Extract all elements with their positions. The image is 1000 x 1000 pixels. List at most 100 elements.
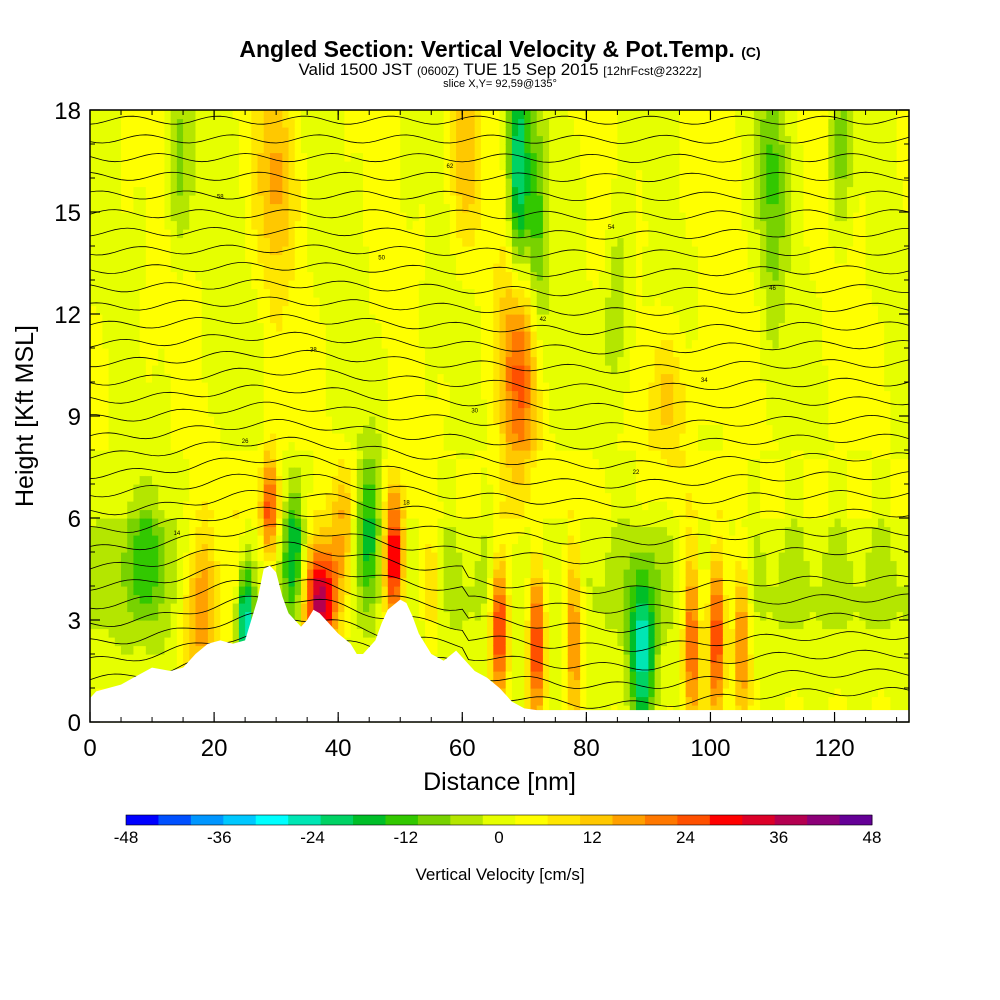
velocity-cell (313, 288, 321, 298)
velocity-cell (214, 382, 221, 392)
velocity-cell (108, 441, 116, 451)
velocity-cell (493, 501, 501, 511)
velocity-cell (338, 356, 345, 366)
velocity-cell (449, 322, 457, 332)
velocity-cell (121, 441, 128, 451)
velocity-cell (282, 467, 290, 477)
velocity-cell (102, 543, 110, 553)
velocity-cell (381, 127, 389, 137)
velocity-cell (102, 450, 110, 460)
velocity-cell (232, 535, 240, 545)
velocity-cell (201, 467, 209, 477)
velocity-cell (152, 186, 159, 196)
velocity-cell (176, 127, 184, 137)
velocity-cell (425, 509, 432, 519)
velocity-cell (369, 586, 377, 596)
velocity-cell (518, 696, 525, 706)
velocity-cell (456, 237, 463, 247)
velocity-cell (257, 407, 265, 417)
velocity-cell (406, 110, 414, 120)
velocity-cell (114, 628, 122, 638)
velocity-cell (487, 297, 494, 307)
velocity-cell (462, 280, 470, 290)
velocity-cell (437, 611, 445, 621)
velocity-cell (418, 526, 426, 536)
velocity-cell (288, 331, 296, 341)
velocity-cell (232, 169, 240, 179)
velocity-cell (139, 407, 147, 417)
velocity-cell (189, 492, 197, 502)
velocity-cell (251, 390, 259, 400)
velocity-cell (437, 594, 445, 604)
velocity-cell (511, 220, 519, 230)
velocity-cell (338, 535, 345, 545)
velocity-cell (468, 339, 476, 349)
velocity-cell (102, 577, 110, 587)
velocity-cell (102, 560, 110, 570)
velocity-cell (511, 662, 519, 672)
velocity-cell (114, 254, 122, 264)
velocity-cell (511, 654, 519, 664)
velocity-cell (276, 161, 283, 171)
velocity-cell (418, 314, 426, 324)
velocity-cell (449, 127, 457, 137)
velocity-cell (425, 416, 432, 426)
velocity-cell (176, 654, 184, 664)
velocity-cell (114, 280, 122, 290)
velocity-cell (394, 271, 401, 281)
velocity-cell (443, 501, 451, 511)
velocity-cell (505, 671, 513, 681)
velocity-cell (170, 305, 178, 315)
velocity-cell (443, 348, 451, 358)
velocity-cell (102, 144, 110, 154)
velocity-cell (96, 229, 104, 239)
velocity-cell (170, 620, 178, 630)
velocity-cell (363, 288, 370, 298)
velocity-cell (394, 484, 401, 494)
velocity-cell (294, 263, 302, 273)
velocity-cell (238, 424, 246, 434)
velocity-cell (431, 348, 439, 358)
velocity-cell (288, 280, 296, 290)
velocity-cell (387, 178, 395, 188)
velocity-cell (456, 586, 463, 596)
velocity-cell (487, 399, 494, 409)
velocity-cell (139, 501, 147, 511)
velocity-cell (381, 484, 389, 494)
velocity-cell (201, 611, 209, 621)
velocity-cell (400, 382, 408, 392)
velocity-cell (294, 407, 302, 417)
velocity-cell (133, 654, 141, 664)
velocity-cell (400, 356, 408, 366)
velocity-cell (257, 518, 265, 528)
velocity-cell (325, 212, 333, 222)
velocity-cell (462, 458, 470, 468)
velocity-cell (493, 127, 501, 137)
velocity-cell (493, 280, 501, 290)
velocity-cell (449, 305, 457, 315)
velocity-cell (400, 399, 408, 409)
velocity-cell (325, 322, 333, 332)
velocity-cell (462, 518, 470, 528)
velocity-cell (474, 603, 482, 613)
velocity-cell (96, 263, 104, 273)
velocity-cell (456, 195, 463, 205)
velocity-cell (456, 603, 463, 613)
velocity-cell (226, 169, 234, 179)
velocity-cell (127, 518, 135, 528)
velocity-cell (145, 586, 153, 596)
velocity-cell (499, 475, 507, 485)
velocity-cell (207, 220, 215, 230)
velocity-cell (468, 254, 476, 264)
velocity-cell (263, 501, 271, 511)
velocity-cell (152, 339, 159, 349)
velocity-cell (189, 535, 197, 545)
velocity-cell (251, 348, 259, 358)
velocity-cell (238, 161, 246, 171)
velocity-cell (189, 135, 197, 145)
velocity-cell (232, 280, 240, 290)
velocity-cell (499, 127, 507, 137)
velocity-cell (412, 305, 420, 315)
velocity-cell (437, 569, 445, 579)
velocity-cell (431, 526, 439, 536)
